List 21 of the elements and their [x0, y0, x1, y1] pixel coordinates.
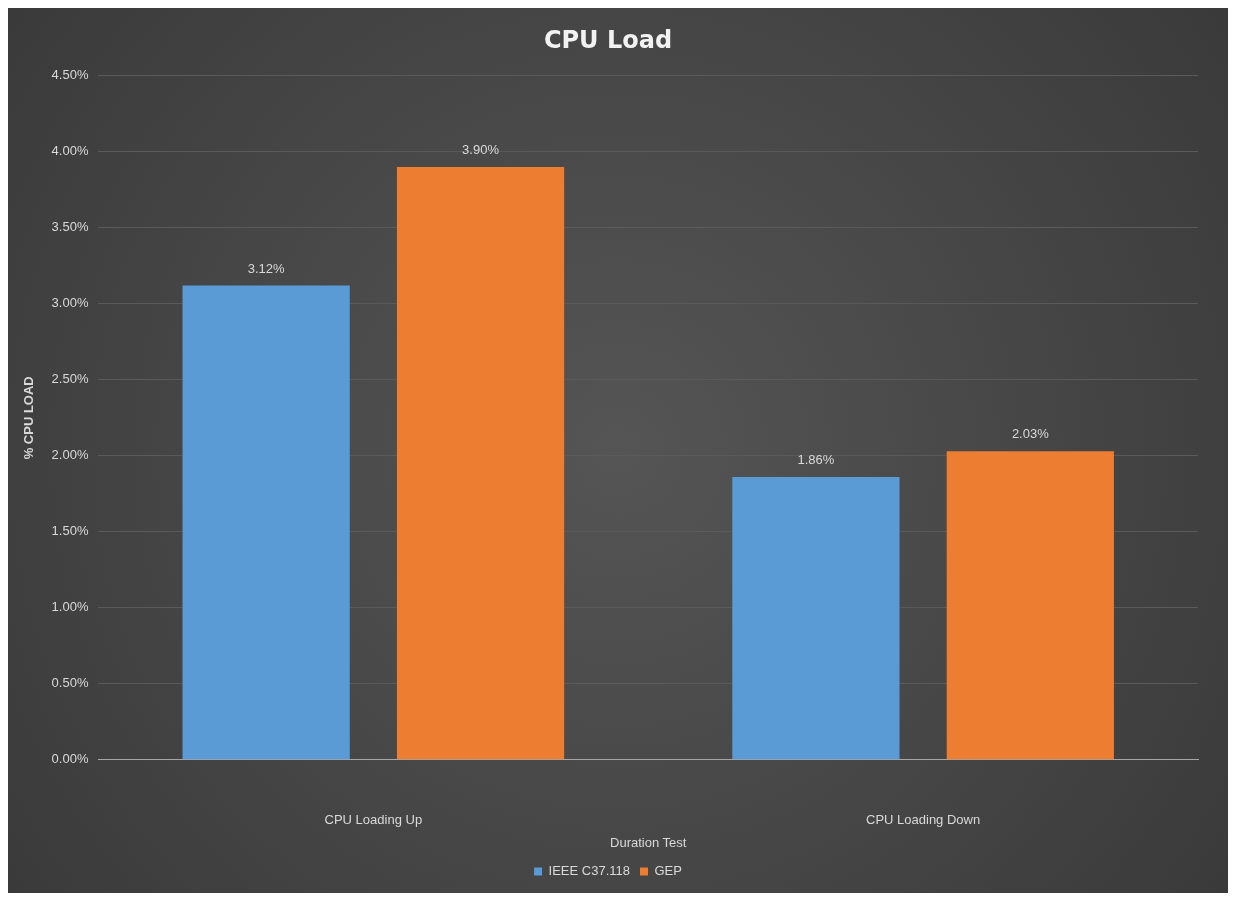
y-tick-label: 1.50% — [51, 523, 89, 539]
y-tick-label: 3.00% — [51, 295, 89, 311]
y-tick-label: 2.00% — [51, 447, 89, 463]
legend-label: GEP — [654, 863, 682, 879]
data-label: 3.90% — [462, 142, 500, 158]
x-tick-label: CPU Loading Down — [866, 812, 981, 828]
x-axis-title: Duration Test — [610, 834, 687, 850]
data-label: 3.12% — [247, 260, 285, 276]
y-tick-label: 0.00% — [51, 751, 89, 767]
x-tick-label: CPU Loading Up — [324, 812, 423, 828]
y-axis-title: % CPU LOAD — [21, 376, 37, 460]
chart-title: CPU Load — [543, 25, 673, 54]
y-tick-label: 4.50% — [51, 67, 89, 83]
y-tick-label: 1.00% — [51, 599, 89, 615]
data-label: 1.86% — [797, 452, 835, 468]
legend-label: IEEE C37.118 — [548, 863, 630, 879]
y-tick-label: 3.50% — [51, 219, 89, 235]
y-tick-label: 2.50% — [51, 371, 89, 387]
y-tick-label: 4.00% — [51, 143, 89, 159]
data-label: 2.03% — [1011, 426, 1050, 442]
y-tick-label: 0.50% — [51, 675, 89, 691]
